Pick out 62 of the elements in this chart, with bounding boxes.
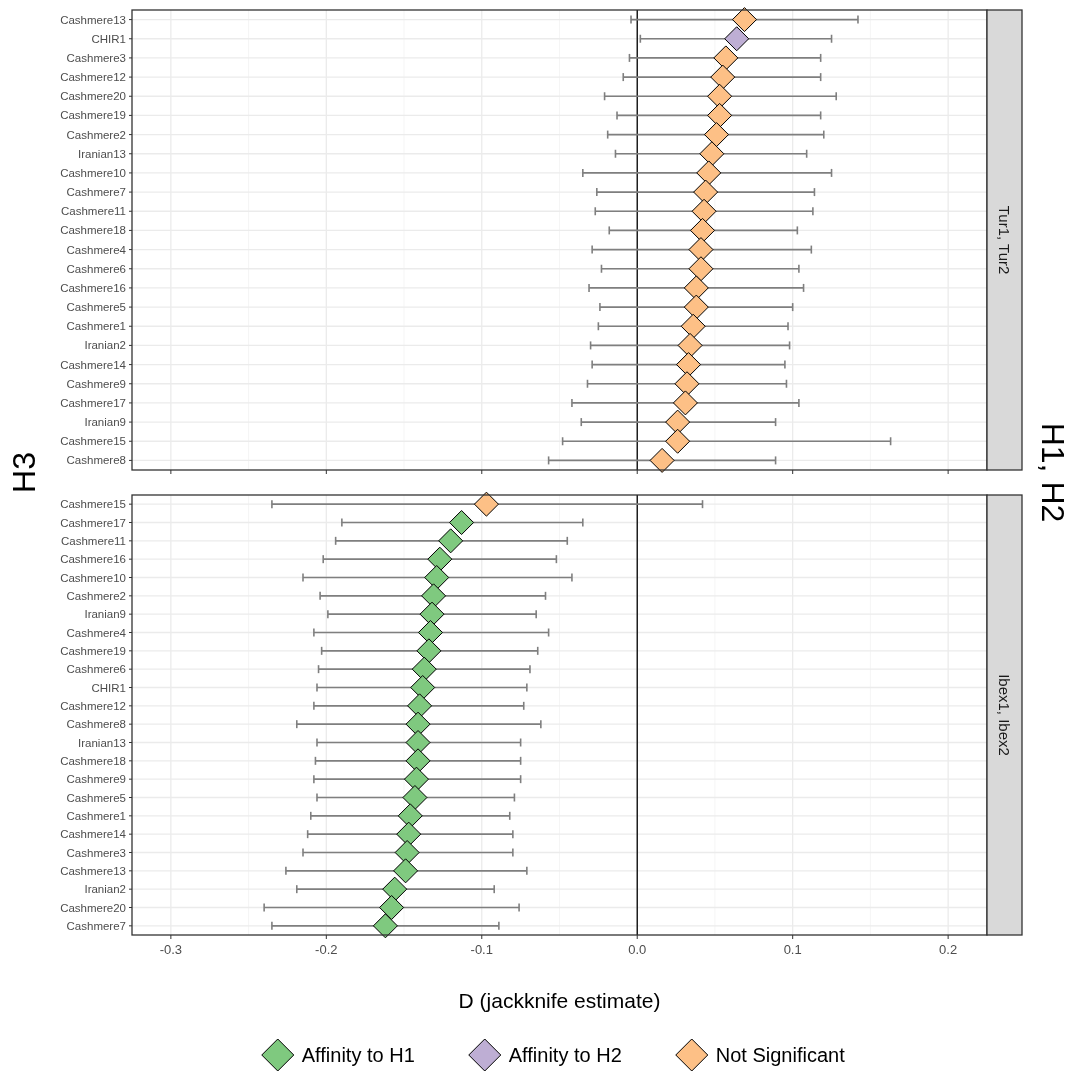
x-tick-label: 0.0 <box>628 942 647 957</box>
y-tick-label: Cashmere9 <box>66 377 126 390</box>
y-tick-label: Cashmere14 <box>60 828 127 841</box>
y2-axis-title: H1, H2 <box>1035 422 1071 523</box>
x-tick-label: -0.3 <box>159 942 183 957</box>
y-tick-label: Iranian2 <box>84 339 126 352</box>
y-tick-label: Cashmere1 <box>66 320 126 333</box>
y-tick-label: Cashmere3 <box>66 846 126 859</box>
y-tick-label: Cashmere6 <box>66 262 126 275</box>
y-tick-label: Cashmere7 <box>66 919 126 932</box>
y-tick-label: Cashmere9 <box>66 773 126 786</box>
y-tick-label: Cashmere11 <box>61 534 126 547</box>
y-tick-label: CHIR1 <box>91 32 126 45</box>
y-tick-label: Iranian9 <box>84 416 126 429</box>
x-axis-title: D (jackknife estimate) <box>458 989 661 1012</box>
y-tick-label: Cashmere5 <box>66 791 126 804</box>
y-tick-label: Cashmere16 <box>60 553 126 566</box>
y-tick-label: Cashmere2 <box>66 128 126 141</box>
y-tick-label: Cashmere13 <box>60 13 126 26</box>
y-tick-label: Cashmere15 <box>60 498 126 511</box>
y-tick-label: Cashmere15 <box>60 435 126 448</box>
y-tick-label: Cashmere4 <box>66 626 127 639</box>
x-tick-label: -0.1 <box>470 942 493 957</box>
y-tick-label: Iranian13 <box>78 736 126 749</box>
y-tick-label: Cashmere12 <box>60 71 126 84</box>
y-tick-label: Cashmere5 <box>66 301 126 314</box>
y-tick-label: Iranian13 <box>78 147 126 160</box>
text: Ibex1, Ibex2 <box>996 674 1014 756</box>
y-tick-label: Cashmere8 <box>66 718 126 731</box>
y-tick-label: Cashmere19 <box>60 644 126 657</box>
text: Tur1, Tur2 <box>996 205 1014 275</box>
x-tick-label: 0.2 <box>939 942 958 957</box>
y-tick-label: Cashmere3 <box>66 51 126 64</box>
y-tick-label: Cashmere12 <box>60 699 126 712</box>
y-tick-label: Cashmere14 <box>60 358 127 371</box>
y-tick-label: Cashmere4 <box>66 243 127 256</box>
y-tick-label: Cashmere13 <box>60 864 126 877</box>
y-tick-label: CHIR1 <box>91 681 126 694</box>
legend-label: Not Significant <box>715 1044 846 1066</box>
legend-label: Affinity to H1 <box>301 1044 415 1066</box>
y-tick-label: Cashmere8 <box>66 454 126 467</box>
y-tick-label: Cashmere10 <box>60 571 126 584</box>
y-tick-label: Cashmere18 <box>60 754 126 767</box>
y-tick-label: Cashmere2 <box>66 589 126 602</box>
y-axis-title: H3 <box>6 452 42 493</box>
x-tick-label: -0.2 <box>315 942 338 957</box>
y-tick-label: Cashmere11 <box>61 205 126 218</box>
y-tick-label: Cashmere6 <box>66 663 126 676</box>
y-tick-label: Cashmere18 <box>60 224 126 237</box>
y-tick-label: Cashmere16 <box>60 281 126 294</box>
y-tick-label: Cashmere10 <box>60 166 126 179</box>
y-tick-label: Iranian2 <box>84 883 126 896</box>
y-tick-label: Cashmere7 <box>66 186 126 199</box>
y-tick-label: Cashmere20 <box>60 901 126 914</box>
y-tick-label: Cashmere17 <box>60 516 126 529</box>
y-tick-label: Iranian9 <box>84 608 126 621</box>
y-tick-label: Cashmere1 <box>66 809 126 822</box>
legend-label: Affinity to H2 <box>508 1044 622 1066</box>
y-tick-label: Cashmere17 <box>60 396 126 409</box>
x-tick-label: 0.1 <box>783 942 802 957</box>
y-tick-label: Cashmere20 <box>60 90 126 103</box>
y-tick-label: Cashmere19 <box>60 109 126 122</box>
